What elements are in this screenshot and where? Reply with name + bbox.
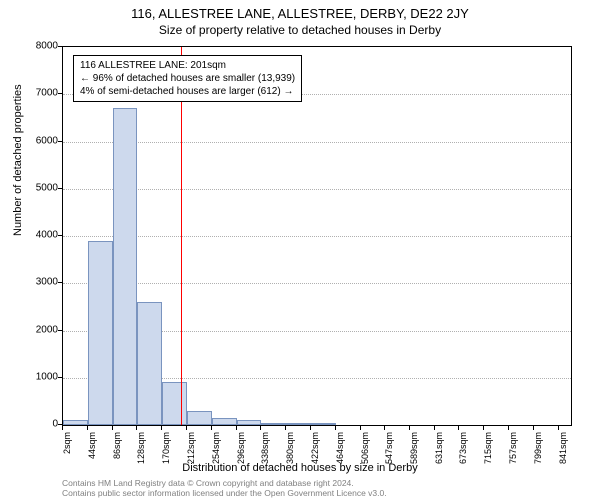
histogram-bar	[212, 418, 237, 425]
xtick-label: 2sqm	[62, 432, 72, 472]
ytick-mark	[58, 377, 62, 378]
ytick-label: 5000	[18, 182, 58, 193]
ytick-label: 0	[18, 419, 58, 430]
histogram-bar	[63, 420, 88, 425]
annotation-line: 116 ALLESTREE LANE: 201sqm	[80, 59, 295, 72]
xtick-mark	[136, 426, 137, 430]
xtick-label: 44sqm	[87, 432, 97, 472]
xtick-label: 86sqm	[112, 432, 122, 472]
xtick-mark	[211, 426, 212, 430]
ytick-mark	[58, 93, 62, 94]
xtick-mark	[434, 426, 435, 430]
xtick-mark	[458, 426, 459, 430]
xtick-mark	[360, 426, 361, 430]
xtick-mark	[112, 426, 113, 430]
xtick-label: 631sqm	[434, 432, 444, 472]
xtick-label: 422sqm	[310, 432, 320, 472]
plot-area: 116 ALLESTREE LANE: 201sqm← 96% of detac…	[62, 46, 572, 426]
grid-line	[63, 283, 571, 284]
xtick-mark	[558, 426, 559, 430]
xtick-mark	[260, 426, 261, 430]
chart-subtitle: Size of property relative to detached ho…	[0, 21, 600, 37]
ytick-mark	[58, 424, 62, 425]
histogram-bar	[137, 302, 162, 425]
xtick-label: 757sqm	[508, 432, 518, 472]
grid-line	[63, 189, 571, 190]
xtick-mark	[335, 426, 336, 430]
histogram-bar	[261, 423, 286, 425]
xtick-label: 464sqm	[335, 432, 345, 472]
annotation-box: 116 ALLESTREE LANE: 201sqm← 96% of detac…	[73, 55, 302, 102]
chart-container: 116, ALLESTREE LANE, ALLESTREE, DERBY, D…	[0, 0, 600, 500]
xtick-label: 254sqm	[211, 432, 221, 472]
ytick-label: 8000	[18, 41, 58, 52]
xtick-mark	[186, 426, 187, 430]
ytick-label: 7000	[18, 88, 58, 99]
xtick-mark	[409, 426, 410, 430]
ytick-mark	[58, 330, 62, 331]
ytick-mark	[58, 46, 62, 47]
footer-attribution: Contains HM Land Registry data © Crown c…	[62, 478, 387, 498]
xtick-label: 673sqm	[458, 432, 468, 472]
histogram-bar	[113, 108, 138, 425]
ytick-label: 2000	[18, 324, 58, 335]
xtick-label: 506sqm	[360, 432, 370, 472]
xtick-label: 715sqm	[483, 432, 493, 472]
xtick-label: 547sqm	[384, 432, 394, 472]
histogram-bar	[187, 411, 212, 425]
xtick-mark	[483, 426, 484, 430]
ytick-label: 6000	[18, 135, 58, 146]
ytick-mark	[58, 282, 62, 283]
xtick-mark	[384, 426, 385, 430]
xtick-mark	[310, 426, 311, 430]
ytick-mark	[58, 235, 62, 236]
xtick-label: 589sqm	[409, 432, 419, 472]
ytick-label: 1000	[18, 371, 58, 382]
histogram-bar	[286, 423, 311, 425]
annotation-line: ← 96% of detached houses are smaller (13…	[80, 72, 295, 85]
ytick-mark	[58, 141, 62, 142]
histogram-bar	[88, 241, 113, 425]
chart-title: 116, ALLESTREE LANE, ALLESTREE, DERBY, D…	[0, 0, 600, 21]
xtick-label: 338sqm	[260, 432, 270, 472]
xtick-mark	[285, 426, 286, 430]
y-axis-label: Number of detached properties	[12, 84, 24, 236]
xtick-mark	[161, 426, 162, 430]
xtick-label: 212sqm	[186, 432, 196, 472]
xtick-label: 841sqm	[558, 432, 568, 472]
xtick-label: 128sqm	[136, 432, 146, 472]
histogram-bar	[311, 423, 336, 425]
footer-line-1: Contains HM Land Registry data © Crown c…	[62, 478, 387, 488]
ytick-mark	[58, 188, 62, 189]
xtick-mark	[236, 426, 237, 430]
histogram-bar	[162, 382, 187, 425]
grid-line	[63, 236, 571, 237]
xtick-label: 799sqm	[533, 432, 543, 472]
footer-line-2: Contains public sector information licen…	[62, 488, 387, 498]
ytick-label: 3000	[18, 277, 58, 288]
annotation-line: 4% of semi-detached houses are larger (6…	[80, 85, 295, 98]
xtick-label: 380sqm	[285, 432, 295, 472]
xtick-mark	[87, 426, 88, 430]
xtick-mark	[62, 426, 63, 430]
reference-line	[181, 47, 182, 425]
histogram-bar	[237, 420, 262, 425]
xtick-mark	[508, 426, 509, 430]
ytick-label: 4000	[18, 230, 58, 241]
grid-line	[63, 142, 571, 143]
xtick-label: 170sqm	[161, 432, 171, 472]
xtick-mark	[533, 426, 534, 430]
xtick-label: 296sqm	[236, 432, 246, 472]
